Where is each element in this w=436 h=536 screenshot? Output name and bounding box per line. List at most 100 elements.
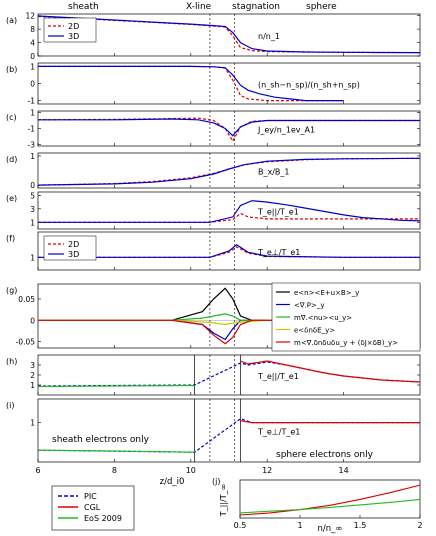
legend-cgl-label: CGL	[84, 503, 101, 512]
header-xline: X-line	[186, 2, 212, 12]
annotation-sheath-only: sheath electrons only	[52, 435, 150, 445]
x-tick-label: 6	[35, 466, 40, 475]
series-line	[38, 65, 344, 102]
y-tick-label: 5	[30, 191, 35, 200]
y-tick-label: 8	[30, 25, 35, 34]
panel-frame	[37, 398, 421, 463]
panel-legend-g: e<n><E+u×B>_y <∇.P>_y m∇.<nu><u_y> e<δnδE_y…	[271, 282, 421, 352]
y-tick-label: 1	[30, 109, 35, 118]
x-tick-label: 0.5	[234, 521, 247, 530]
panel-frame	[37, 62, 421, 105]
series-line	[239, 484, 421, 516]
y-tick-label: 0	[30, 80, 35, 89]
series-line	[37, 15, 421, 54]
x-tick-label: 1	[297, 521, 302, 530]
y-tick-label: 1	[30, 253, 35, 262]
y-tick-label: 1	[30, 381, 35, 390]
panel-label: (e)	[6, 194, 17, 203]
panel-ylabel: J_ey/n_1ev_A1	[257, 126, 315, 135]
y-tick-label: -1	[28, 97, 36, 106]
series-line	[37, 157, 421, 186]
legend-label: e<n><E+u×B>_y	[294, 289, 359, 297]
panel-label: (b)	[6, 65, 17, 74]
panel-c: (c) -3 -1 1 J_ey/n_1ev_A1	[6, 109, 421, 149]
panel-i: (i) 1 T_e⊥/T_e1	[6, 398, 421, 463]
panel-label: (f)	[6, 234, 15, 243]
panel-label: (g)	[6, 286, 17, 295]
y-tick-label: 4	[30, 39, 35, 48]
legend-eos-label: EoS 2009	[84, 514, 122, 523]
panel-label: (a)	[6, 16, 17, 25]
series-line	[38, 243, 420, 258]
y-tick-label: 0	[30, 181, 35, 190]
legend-pic-label: PIC	[84, 492, 97, 501]
y-tick-label: 1	[30, 62, 35, 71]
panel-label: (i)	[6, 401, 14, 410]
x-tick-label: 14	[339, 466, 349, 475]
y-tick-label: -1	[28, 125, 36, 134]
series-line	[37, 384, 195, 388]
series-line	[38, 319, 420, 345]
y-tick-label: 1	[30, 218, 35, 227]
y-tick-label: 3	[30, 205, 35, 214]
legend-label: e<δnδE_y>	[294, 327, 335, 335]
bottom-legend: PIC CGL EoS 2009	[51, 485, 135, 531]
panel-ylabel: n/n_1	[258, 32, 280, 41]
legend-label: 2D	[68, 22, 79, 31]
panel-label: (c)	[6, 113, 17, 122]
legend-label: m<∇.δnδuδu_y + (δJ×δB)_y>	[294, 339, 398, 347]
y-tick-label: 1	[30, 152, 35, 161]
panel-frame	[37, 110, 421, 147]
panel-b: (b) -1 0 1 (n_sh−n_sp)/(n_sh+n_sp)	[6, 62, 421, 106]
panel-h: (h) 123 T_e||/T_e1	[6, 354, 421, 396]
x-tick-label: 8	[112, 466, 117, 475]
x-axis-label: n/n_∞	[318, 524, 343, 534]
y-tick-label: 3	[30, 361, 35, 370]
y-tick-label: 0	[30, 316, 35, 325]
series-line	[38, 118, 420, 137]
panel-ylabel: T_e||/T_e1	[257, 372, 299, 381]
series-line	[239, 498, 421, 514]
x-tick-label: 10	[186, 466, 196, 475]
panel-ylabel: T_e⊥/T_e1	[257, 248, 300, 257]
y-tick-label: 12	[25, 12, 35, 21]
panels: (a)04812n/n_12D3D(b)-101(n_sh−n_sp)/(n_s…	[6, 12, 423, 534]
series-line	[240, 420, 420, 424]
legend-label: m∇.<nu><u_y>	[294, 314, 352, 322]
x-tick-label: 12	[262, 466, 272, 475]
series-line	[37, 157, 421, 186]
series-line	[37, 449, 195, 453]
panel-frame	[37, 231, 421, 271]
panel-d: (d) 0 1 B_x/B_1	[6, 152, 421, 190]
y-tick-label: 1	[30, 419, 35, 428]
series-line	[37, 117, 420, 143]
panel-label: (j)	[212, 477, 220, 486]
x-tick-label: 1.5	[354, 521, 367, 530]
panel-label: (h)	[6, 357, 17, 366]
legend-frame	[43, 17, 97, 43]
legend-label: 2D	[68, 240, 79, 249]
series-line	[38, 200, 421, 223]
annotation-sphere-only: sphere electrons only	[276, 450, 374, 460]
legend-label: <∇.P>_y	[294, 302, 325, 310]
header-sphere: sphere	[306, 2, 337, 12]
y-tick-label: 2	[30, 371, 35, 380]
legend-frame	[43, 235, 97, 261]
panel-frame	[37, 13, 421, 57]
header-sheath: sheath	[68, 2, 99, 12]
x-axis-label: z/d_i0	[160, 477, 185, 487]
panel-ylabel: T_e⊥/T_e1	[257, 428, 300, 437]
x-tick-label: 2	[417, 521, 422, 530]
panel-frame	[37, 191, 421, 230]
panel-frame	[37, 354, 421, 396]
y-axis-label: T_||/T_∞	[219, 484, 228, 518]
legend-label: 3D	[68, 32, 79, 41]
series-line	[38, 246, 420, 258]
panel-g: (g) -0.05 0 0.05 e<n><E+u×B>_y <∇.P>_y m∇.<nu>…	[6, 282, 421, 352]
panel-frame	[239, 479, 421, 519]
panel-j: (j) 0.5 1 1.5 2 n/n_∞ T_||/T_∞	[212, 477, 423, 534]
